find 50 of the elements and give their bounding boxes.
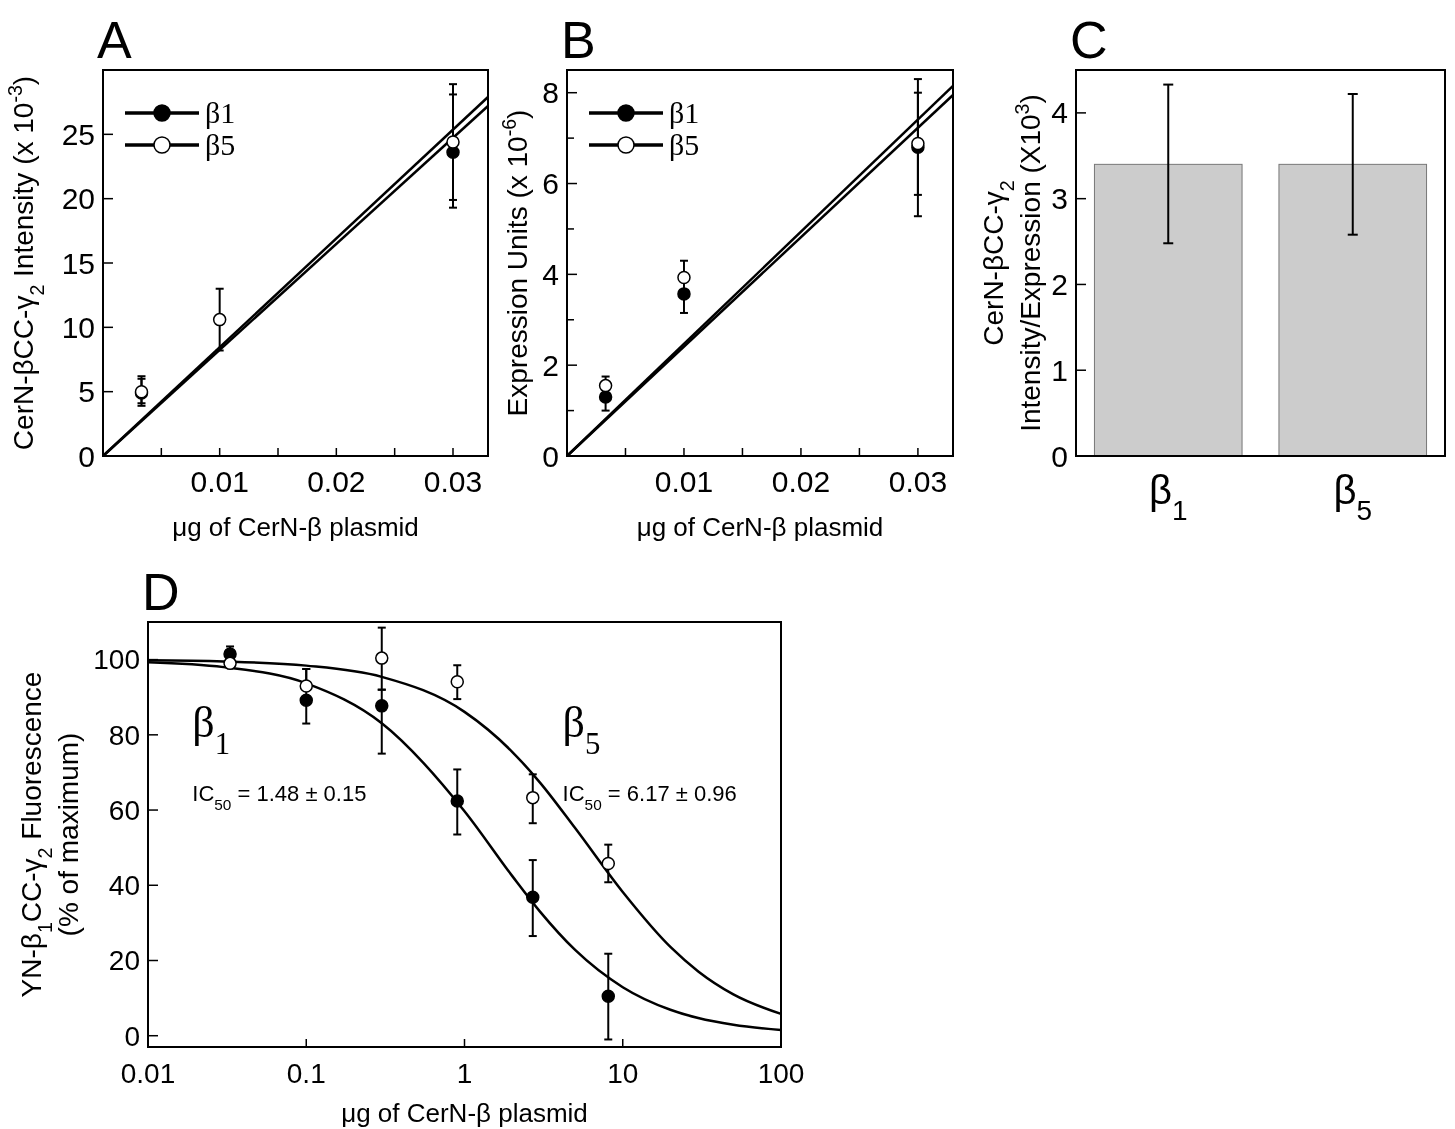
legend-label: β1 [669, 96, 700, 129]
x-tick-label: 100 [757, 1058, 805, 1089]
y-tick-label: 80 [108, 719, 140, 751]
y-tick-label: 0 [78, 439, 95, 473]
y-tick-label: 5 [78, 375, 95, 409]
x-tick-label: 0.02 [307, 465, 366, 498]
y-tick-label: 100 [93, 644, 140, 676]
x-tick-label: 0.1 [286, 1058, 326, 1089]
y-tick-label: 1 [1051, 353, 1068, 387]
annotation: IC$_{50}$ = 6.17 ± 0.96 [562, 780, 737, 812]
x-tick-label: 10 [607, 1058, 639, 1089]
y-tick-label: 2 [1051, 267, 1068, 301]
x-tick-label: 0.03 [888, 465, 948, 498]
y-tick-label: 4 [542, 257, 559, 291]
x-tick-label: 1 [456, 1058, 473, 1089]
y-tick-label: 0 [1051, 439, 1068, 473]
y-tick-label: 8 [542, 76, 559, 110]
annotation: IC$_{50}$ = 1.48 ± 0.15 [192, 780, 367, 812]
y-tick-label: 6 [542, 167, 559, 201]
chart-title: A [97, 11, 132, 69]
x-tick-label: 0.01 [190, 465, 249, 498]
y-tick-label: 20 [108, 945, 140, 977]
chart-title: C [1070, 11, 1108, 69]
y-tick-label: 10 [61, 310, 95, 344]
y-tick-label: 2 [542, 348, 559, 382]
y-tick-label: 20 [61, 182, 95, 216]
x-tick-label: 0.03 [423, 465, 483, 498]
legend-label: β1 [205, 96, 236, 129]
annotation: β$_{1}$ [192, 697, 231, 761]
y-tick-label: 60 [108, 794, 140, 826]
x-tick-label: 0.02 [771, 465, 831, 498]
legend-label: β5 [205, 128, 236, 161]
y-tick-label: 25 [61, 117, 95, 151]
chart-title: B [561, 11, 596, 69]
y-tick-label: 3 [1051, 182, 1068, 216]
x-axis-title: μg of CerN-β plasmid [172, 512, 419, 542]
annotation: β$_{5}$ [562, 697, 601, 761]
y-tick-label: 0 [124, 1020, 140, 1052]
x-tick-label: β$_{5}$ [1333, 468, 1373, 526]
y-tick-label: 4 [1051, 96, 1068, 130]
chart-title: D [142, 563, 180, 621]
x-axis-title: μg of CerN-β plasmid [636, 512, 884, 542]
x-axis-title: μg of CerN-β plasmid [341, 1098, 588, 1128]
x-tick-label: β$_{1}$ [1148, 468, 1188, 526]
legend-label: β5 [669, 128, 700, 161]
x-tick-label: 0.01 [654, 465, 714, 498]
y-tick-label: 15 [61, 246, 95, 280]
x-tick-label: 0.01 [120, 1058, 176, 1089]
y-tick-label: 0 [542, 439, 559, 473]
y-tick-label: 40 [108, 870, 140, 902]
